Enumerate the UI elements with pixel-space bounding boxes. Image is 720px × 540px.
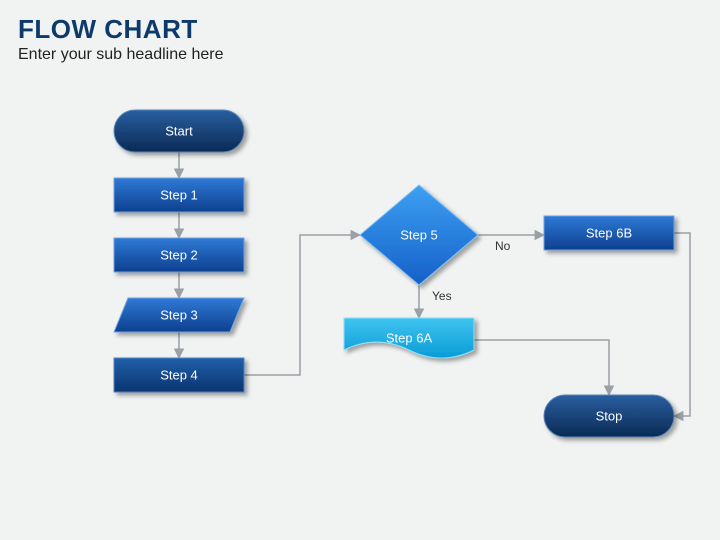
node-start: Start — [114, 110, 244, 152]
node-step4: Step 4 — [114, 358, 244, 392]
node-label-step1: Step 1 — [160, 188, 198, 203]
edge-step6b-stop — [674, 233, 690, 416]
node-label-stop: Stop — [596, 409, 623, 424]
flowchart-canvas: No Yes Start Step 1 Step 2 Step 3 Step 4 Step … — [0, 0, 720, 540]
node-label-step6a: Step 6A — [386, 331, 433, 346]
node-step2: Step 2 — [114, 238, 244, 272]
edge-step4-step5 — [244, 235, 360, 375]
edge-label-no: No — [495, 239, 511, 253]
node-step6a: Step 6A — [344, 318, 474, 358]
node-label-start: Start — [165, 124, 193, 139]
node-stop: Stop — [544, 395, 674, 437]
edge-step6a-stop — [474, 340, 609, 395]
node-step1: Step 1 — [114, 178, 244, 212]
node-step5: Step 5 — [360, 185, 478, 285]
node-step3: Step 3 — [114, 298, 244, 332]
node-label-step5: Step 5 — [400, 228, 438, 243]
node-label-step4: Step 4 — [160, 368, 198, 383]
node-label-step3: Step 3 — [160, 308, 198, 323]
edge-label-yes: Yes — [432, 289, 452, 303]
node-label-step2: Step 2 — [160, 248, 198, 263]
node-step6b: Step 6B — [544, 216, 674, 250]
node-label-step6b: Step 6B — [586, 226, 632, 241]
